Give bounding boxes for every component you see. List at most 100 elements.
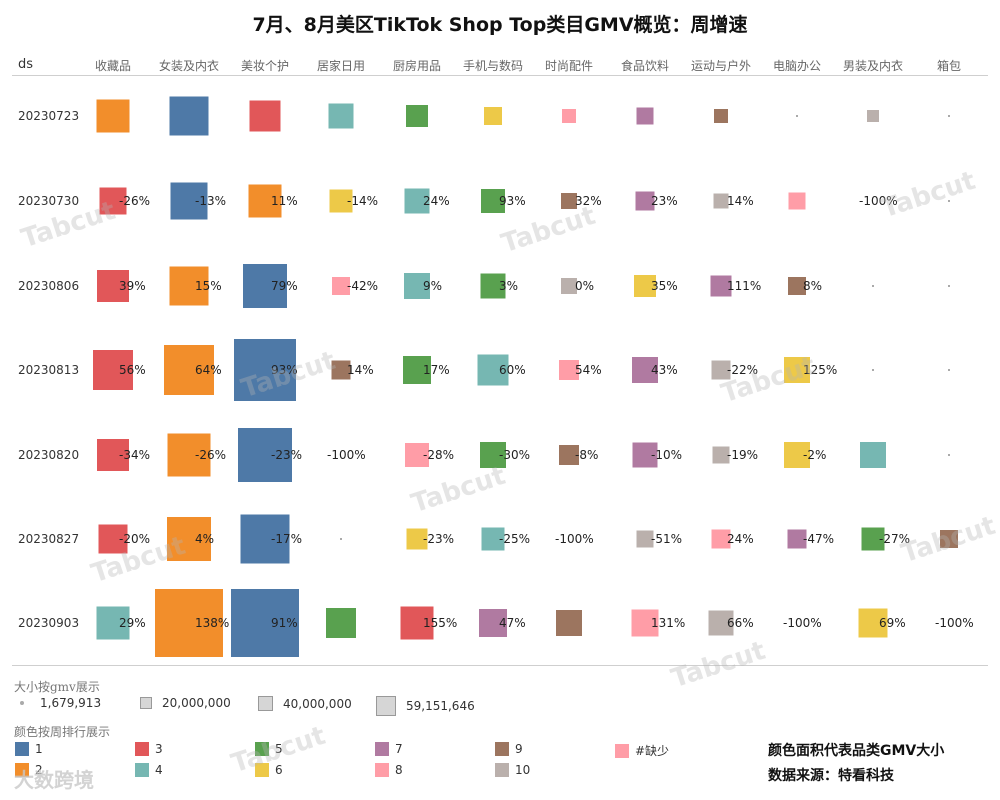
- growth-label: -100%: [327, 448, 366, 462]
- row-label: 20230723: [18, 109, 80, 123]
- gmv-square: [861, 527, 885, 551]
- gmv-square: [712, 446, 730, 464]
- growth-label: 11%: [271, 194, 298, 208]
- size-swatch: [258, 696, 273, 711]
- growth-label: -14%: [347, 194, 379, 208]
- growth-label: -13%: [195, 194, 227, 208]
- growth-label: 79%: [271, 279, 298, 293]
- growth-label: 60%: [499, 363, 526, 377]
- growth-label: 138%: [195, 616, 230, 630]
- color-legend-item: #缺少: [615, 742, 669, 759]
- gmv-square: [635, 191, 655, 211]
- chart-title: 7月、8月美区TikTok Shop Top类目GMV概览：周增速: [252, 14, 748, 36]
- gmv-square: [713, 193, 729, 209]
- empty-dot: [796, 115, 798, 117]
- color-swatch: [135, 742, 149, 756]
- gmv-square: [556, 610, 582, 636]
- gmv-square: [326, 608, 356, 638]
- color-legend-item: 2: [15, 763, 43, 777]
- gmv-square: [858, 608, 888, 638]
- growth-label: 23%: [651, 194, 678, 208]
- gmv-square: [98, 524, 128, 554]
- empty-dot: [948, 115, 950, 117]
- growth-label: 69%: [879, 616, 906, 630]
- gmv-square: [711, 360, 731, 380]
- growth-label: -100%: [555, 532, 594, 546]
- gmv-square: [481, 189, 505, 213]
- watermark: Tabcut: [407, 460, 510, 520]
- growth-label: -26%: [195, 448, 227, 462]
- row-label: 20230827: [18, 532, 80, 546]
- note-data-source: 数据来源：特看科技: [768, 768, 894, 784]
- column-header: 厨房用品: [392, 59, 442, 73]
- color-swatch: [255, 763, 269, 777]
- growth-label: 125%: [803, 363, 838, 377]
- size-swatch: [140, 697, 152, 709]
- gmv-square: [231, 589, 299, 657]
- gmv-square: [632, 442, 658, 468]
- color-swatch: [615, 743, 629, 758]
- gmv-square: [631, 609, 659, 637]
- gmv-square: [329, 189, 353, 213]
- size-legend-item: 1,679,913: [20, 696, 101, 710]
- growth-label: 4%: [195, 532, 215, 546]
- color-legend-item: 7: [375, 742, 403, 756]
- gmv-square: [249, 100, 281, 132]
- size-legend-item: 20,000,000: [140, 696, 231, 710]
- color-legend-item: 4: [135, 763, 163, 777]
- growth-label: -100%: [935, 616, 974, 630]
- gmv-square: [860, 442, 886, 468]
- gmv-square: [400, 606, 434, 640]
- growth-label: 14%: [347, 363, 374, 377]
- growth-label: -19%: [727, 448, 759, 462]
- column-header: 箱包: [936, 59, 962, 73]
- row-label: 20230806: [18, 279, 80, 293]
- growth-label: 64%: [195, 363, 222, 377]
- empty-dot: [872, 369, 874, 371]
- gmv-square: [632, 357, 658, 383]
- color-swatch: [495, 763, 509, 777]
- gmv-square: [243, 264, 287, 308]
- row-label: 20230813: [18, 363, 80, 377]
- column-header: 电脑办公: [772, 59, 822, 73]
- growth-label: -17%: [271, 532, 303, 546]
- gmv-square: [940, 530, 958, 548]
- gmv-square: [477, 354, 509, 386]
- column-header: 收藏品: [94, 59, 132, 73]
- column-header: 女装及内衣: [158, 59, 220, 73]
- size-legend-label: 59,151,646: [406, 699, 475, 713]
- gmv-square: [406, 528, 428, 550]
- color-legend-label: 6: [275, 763, 283, 777]
- color-legend-item: 9: [495, 742, 523, 756]
- size-legend-title: 大小按gmv展示: [14, 680, 100, 694]
- growth-label: 93%: [499, 194, 526, 208]
- growth-label: -28%: [423, 448, 455, 462]
- growth-label: -2%: [803, 448, 827, 462]
- empty-dot: [948, 200, 950, 202]
- growth-label: 29%: [119, 616, 146, 630]
- gmv-square: [96, 99, 130, 133]
- growth-label: -22%: [727, 363, 759, 377]
- gmv-square: [169, 266, 209, 306]
- growth-label: 47%: [499, 616, 526, 630]
- growth-label: 8%: [803, 279, 823, 293]
- color-legend-label: #缺少: [635, 744, 670, 758]
- color-legend-item: 6: [255, 763, 283, 777]
- color-legend-label: 4: [155, 763, 163, 777]
- color-legend-label: 7: [395, 742, 403, 756]
- growth-label: -23%: [423, 532, 455, 546]
- row-label: 20230730: [18, 194, 80, 208]
- gmv-square: [155, 589, 223, 657]
- gmv-square: [481, 527, 505, 551]
- size-legend-item: 40,000,000: [258, 696, 352, 711]
- column-header: 手机与数码: [462, 59, 524, 73]
- color-legend-label: 8: [395, 763, 403, 777]
- gmv-square: [328, 103, 354, 129]
- color-swatch: [375, 742, 389, 756]
- growth-label: 35%: [651, 279, 678, 293]
- gmv-square: [784, 357, 810, 383]
- gmv-square: [240, 514, 290, 564]
- growth-label: -23%: [271, 448, 303, 462]
- empty-dot: [340, 538, 342, 540]
- gmv-square: [634, 275, 656, 297]
